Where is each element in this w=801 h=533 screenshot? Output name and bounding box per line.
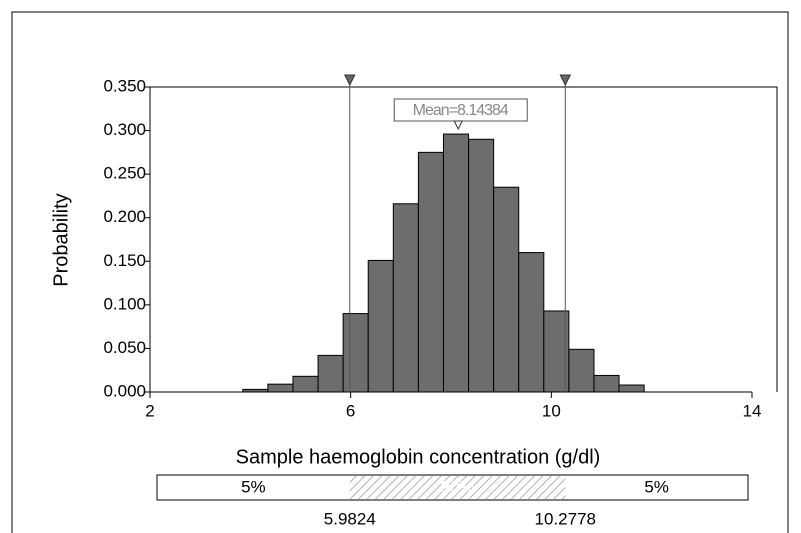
- bar: [493, 186, 520, 393]
- delimiter-triangle: [559, 74, 572, 87]
- bar: [292, 375, 319, 393]
- band-middle: [349, 476, 566, 499]
- bar: [568, 348, 595, 393]
- delimiter-label: 10.2778: [535, 509, 596, 528]
- y-tick-label: 0.050: [103, 338, 146, 357]
- y-tick-label: 0.200: [103, 207, 146, 226]
- bar: [242, 388, 269, 393]
- x-axis-label: Sample haemoglobin concentration (g/dl): [236, 446, 601, 468]
- bar: [267, 383, 294, 393]
- x-tick-label: 14: [743, 401, 762, 420]
- y-tick-label: 0.100: [103, 294, 146, 313]
- y-tick-label: 0.150: [103, 251, 146, 270]
- y-axis-label: Probability: [50, 193, 72, 286]
- frame: [11, 11, 789, 533]
- band-label: 90%: [441, 477, 475, 496]
- bar: [618, 384, 645, 393]
- bar: [392, 203, 419, 393]
- delimiter-label: 5.9824: [324, 509, 376, 528]
- x-tick-label: 10: [542, 401, 561, 420]
- mean-label: Mean=8.14384: [413, 102, 509, 119]
- bar: [442, 133, 470, 393]
- bar: [417, 151, 444, 393]
- bar: [468, 138, 495, 393]
- bar: [593, 374, 620, 393]
- bar: [518, 252, 545, 393]
- x-tick-label: 2: [145, 401, 154, 420]
- x-tick-label: 6: [346, 401, 355, 420]
- plot-box: [150, 86, 778, 392]
- band-label: 5%: [241, 477, 266, 496]
- y-tick-label: 0.250: [103, 164, 146, 183]
- bar: [543, 310, 570, 393]
- y-tick-label: 0.300: [103, 120, 146, 139]
- delimiter-triangle: [343, 74, 356, 87]
- y-tick-label: 0.350: [103, 76, 146, 95]
- mean-marker: [453, 120, 464, 131]
- bar: [367, 259, 394, 393]
- bar: [342, 313, 369, 393]
- bar: [317, 354, 344, 393]
- band-label: 5%: [644, 477, 669, 496]
- y-tick-label: 0.000: [103, 381, 146, 400]
